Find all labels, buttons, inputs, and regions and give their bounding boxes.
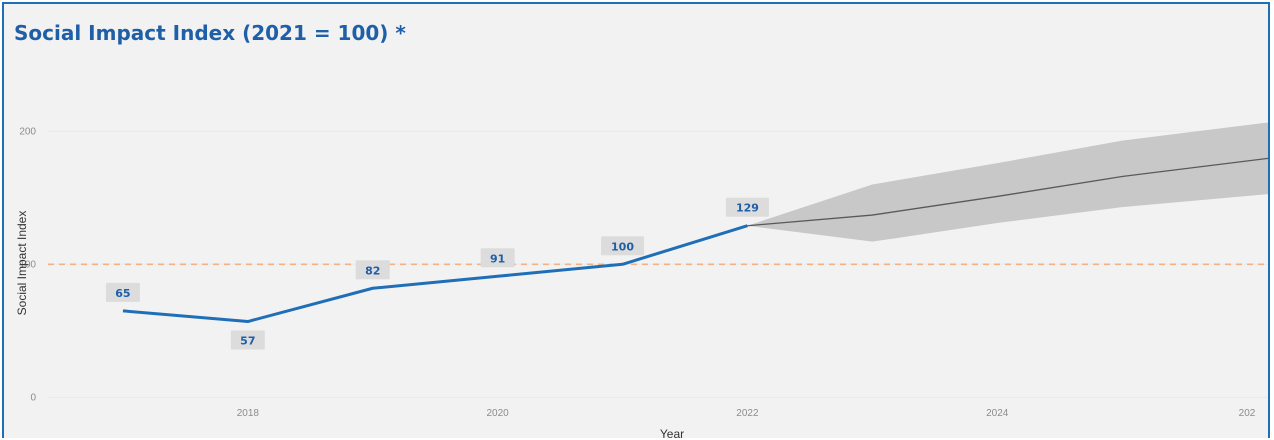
data-label-text-65: 65 — [115, 287, 130, 300]
data-label-82: 82 — [355, 260, 390, 289]
y-axis-title: Social Impact Index — [15, 211, 29, 316]
data-label-text-129: 129 — [736, 202, 759, 215]
data-label-65: 65 — [105, 282, 140, 311]
y-tick-label-100: 100 — [19, 259, 36, 270]
data-label-box-65 — [105, 282, 140, 302]
data-label-text-57: 57 — [240, 335, 255, 348]
x-tick-label-2022: 2022 — [736, 408, 759, 419]
data-label-129: 129 — [725, 197, 769, 226]
data-label-91: 91 — [480, 248, 515, 277]
y-tick-label-200: 200 — [19, 126, 36, 137]
x-tick-label-2018: 2018 — [237, 408, 260, 419]
data-label-box-129 — [725, 197, 769, 217]
x-axis-title: Year — [660, 427, 684, 438]
series-line-0 — [122, 224, 748, 324]
forecast-line — [747, 157, 1268, 227]
data-label-text-100: 100 — [611, 240, 634, 253]
data-label-57: 57 — [230, 321, 265, 350]
data-label-text-91: 91 — [490, 252, 505, 265]
x-tick-label-2024: 2024 — [986, 408, 1009, 419]
data-label-box-91 — [480, 248, 515, 268]
chart-title: Social Impact Index (2021 = 100) * — [14, 21, 406, 45]
data-label-box-82 — [355, 260, 390, 280]
y-tick-label-0: 0 — [30, 392, 36, 403]
x-tick-label-2026: 202 — [1239, 408, 1256, 419]
data-label-100: 100 — [601, 236, 645, 265]
data-label-box-57 — [230, 330, 265, 350]
data-label-box-100 — [601, 236, 645, 256]
data-label-text-82: 82 — [365, 264, 380, 277]
forecast-confidence-band — [747, 122, 1268, 242]
x-tick-label-2020: 2020 — [487, 408, 510, 419]
chart-svg: 0 100 200 2018 2020 2022 2024 202 Year Social Imp… — [15, 122, 1268, 438]
